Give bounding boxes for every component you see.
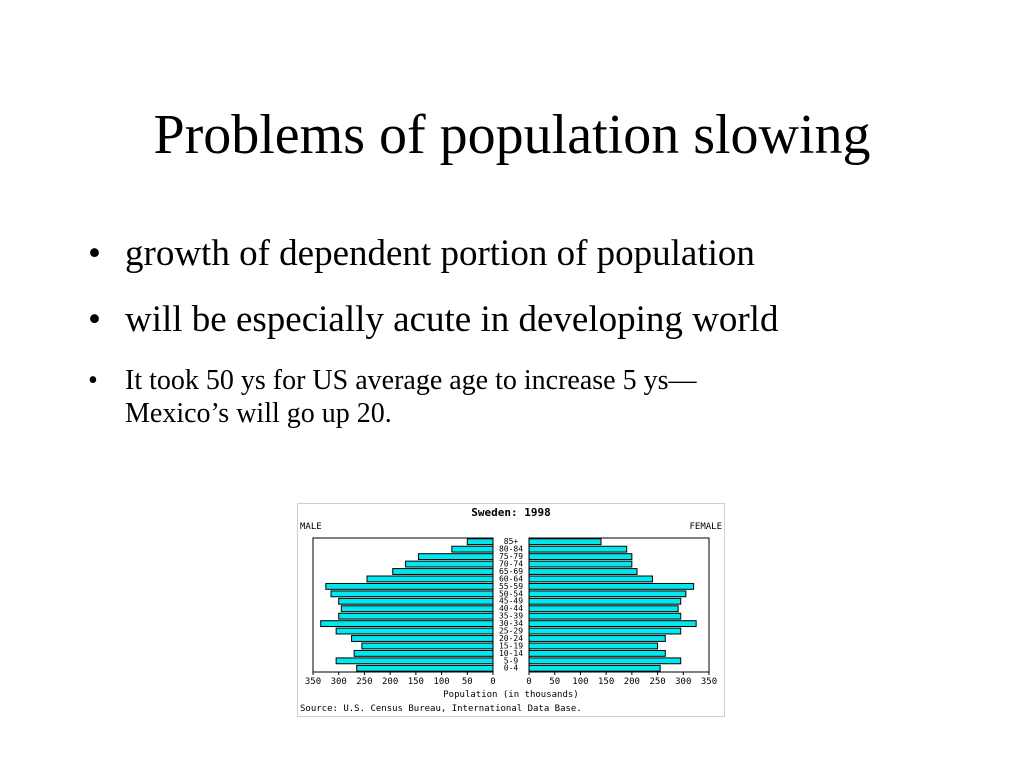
age-group-label: 5-9	[504, 656, 519, 665]
age-group-label: 80-84	[499, 545, 523, 554]
age-group-label: 75-79	[499, 552, 523, 561]
source-note: Source: U.S. Census Bureau, Internationa…	[300, 704, 582, 714]
x-tick-label: 50	[462, 677, 473, 687]
male-bar	[392, 568, 494, 575]
bullet-text: It took 50 ys for US average age to incr…	[125, 365, 697, 429]
female-bar	[528, 649, 666, 657]
female-bar	[528, 642, 659, 650]
bullet-icon: •	[88, 365, 98, 396]
age-group-label: 60-64	[499, 574, 523, 583]
male-bar	[351, 635, 494, 642]
slide-title: Problems of population slowing	[153, 104, 871, 166]
age-group-label: 0-4	[504, 664, 519, 673]
female-bar	[528, 635, 666, 642]
x-axis-label: Population (in thousands)	[443, 690, 578, 700]
male-bar	[366, 575, 494, 583]
x-tick-label: 0	[490, 677, 495, 687]
male-bar	[330, 590, 494, 598]
age-labels-group: 0-45-910-1415-1920-2425-2930-3435-3940-4…	[499, 537, 523, 673]
age-group-label: 40-44	[499, 604, 523, 613]
age-group-label: 10-14	[499, 649, 523, 658]
x-tick-label: 0	[526, 677, 531, 687]
age-group-label: 55-59	[499, 582, 523, 591]
x-tick-label: 150	[598, 677, 614, 687]
female-bar	[528, 553, 633, 561]
bullet-icon: •	[88, 299, 101, 340]
bullet-list: • growth of dependent portion of populat…	[88, 232, 988, 430]
male-bar	[335, 627, 494, 635]
chart-title: Sweden: 1998	[471, 506, 550, 519]
male-bar	[417, 553, 494, 561]
male-bar	[338, 597, 494, 605]
bullet-item: • It took 50 ys for US average age to in…	[88, 364, 988, 430]
bullet-text: growth of dependent portion of populatio…	[125, 233, 755, 274]
age-group-label: 50-54	[499, 589, 523, 598]
female-bar	[528, 664, 661, 672]
x-tick-label: 200	[624, 677, 640, 687]
male-bar	[405, 560, 494, 568]
age-group-label: 25-29	[499, 626, 523, 635]
age-group-label: 30-34	[499, 619, 523, 628]
x-tick-label: 150	[408, 677, 424, 687]
bullet-text: will be especially acute in developing w…	[125, 299, 779, 340]
male-bar	[338, 612, 494, 620]
male-bar	[356, 664, 494, 672]
bars-group	[320, 538, 697, 672]
male-label: MALE	[300, 522, 322, 532]
bullet-item: • growth of dependent portion of populat…	[88, 232, 988, 276]
female-bar	[528, 590, 687, 598]
ticks-group: 350 300 250 200 150 100 50 0 0 50 100 150 200 250 300 3…	[305, 672, 717, 687]
bullet-icon: •	[88, 233, 101, 274]
age-group-label: 20-24	[499, 634, 523, 643]
female-bar	[528, 597, 682, 605]
female-bar	[528, 575, 653, 583]
male-bar	[353, 649, 494, 657]
female-bar	[528, 545, 628, 553]
female-bar	[528, 620, 697, 628]
x-tick-label: 250	[356, 677, 372, 687]
female-bar	[528, 560, 633, 568]
population-pyramid-chart: Sweden: 1998 MALE FEMALE 0-4 5-9 10-14 15-1…	[297, 503, 725, 717]
left-plot-frame	[312, 537, 494, 673]
male-bar	[335, 657, 494, 665]
age-group-label: 65-69	[499, 567, 523, 576]
male-bar	[320, 620, 494, 628]
x-tick-label: 50	[549, 677, 560, 687]
male-bar	[466, 538, 494, 546]
age-group-label: 85+	[504, 537, 519, 546]
female-label: FEMALE	[689, 522, 722, 532]
age-group-label: 15-19	[499, 641, 523, 650]
age-group-label: 45-49	[499, 597, 523, 606]
male-bar	[325, 582, 494, 590]
age-group-label: 70-74	[499, 559, 523, 568]
x-tick-label: 200	[382, 677, 398, 687]
x-tick-label: 300	[331, 677, 347, 687]
x-tick-label: 250	[649, 677, 665, 687]
x-tick-label: 100	[433, 677, 449, 687]
female-bar	[528, 568, 638, 575]
female-bar	[528, 582, 695, 590]
female-bar	[528, 627, 682, 635]
bullet-item: • will be especially acute in developing…	[88, 298, 988, 342]
male-bar	[451, 545, 494, 553]
x-tick-label: 350	[701, 677, 717, 687]
male-bar	[361, 642, 494, 650]
male-bar	[340, 605, 494, 613]
female-bar	[528, 657, 682, 665]
female-bar	[528, 538, 602, 546]
female-bar	[528, 612, 682, 620]
x-tick-label: 100	[572, 677, 588, 687]
pyramid-svg: Sweden: 1998 MALE FEMALE 0-45-910-1415-1…	[300, 506, 722, 714]
female-bar	[528, 605, 679, 613]
age-group-label: 35-39	[499, 612, 523, 621]
x-tick-label: 350	[305, 677, 321, 687]
right-plot-frame	[528, 537, 710, 673]
x-tick-label: 300	[675, 677, 691, 687]
